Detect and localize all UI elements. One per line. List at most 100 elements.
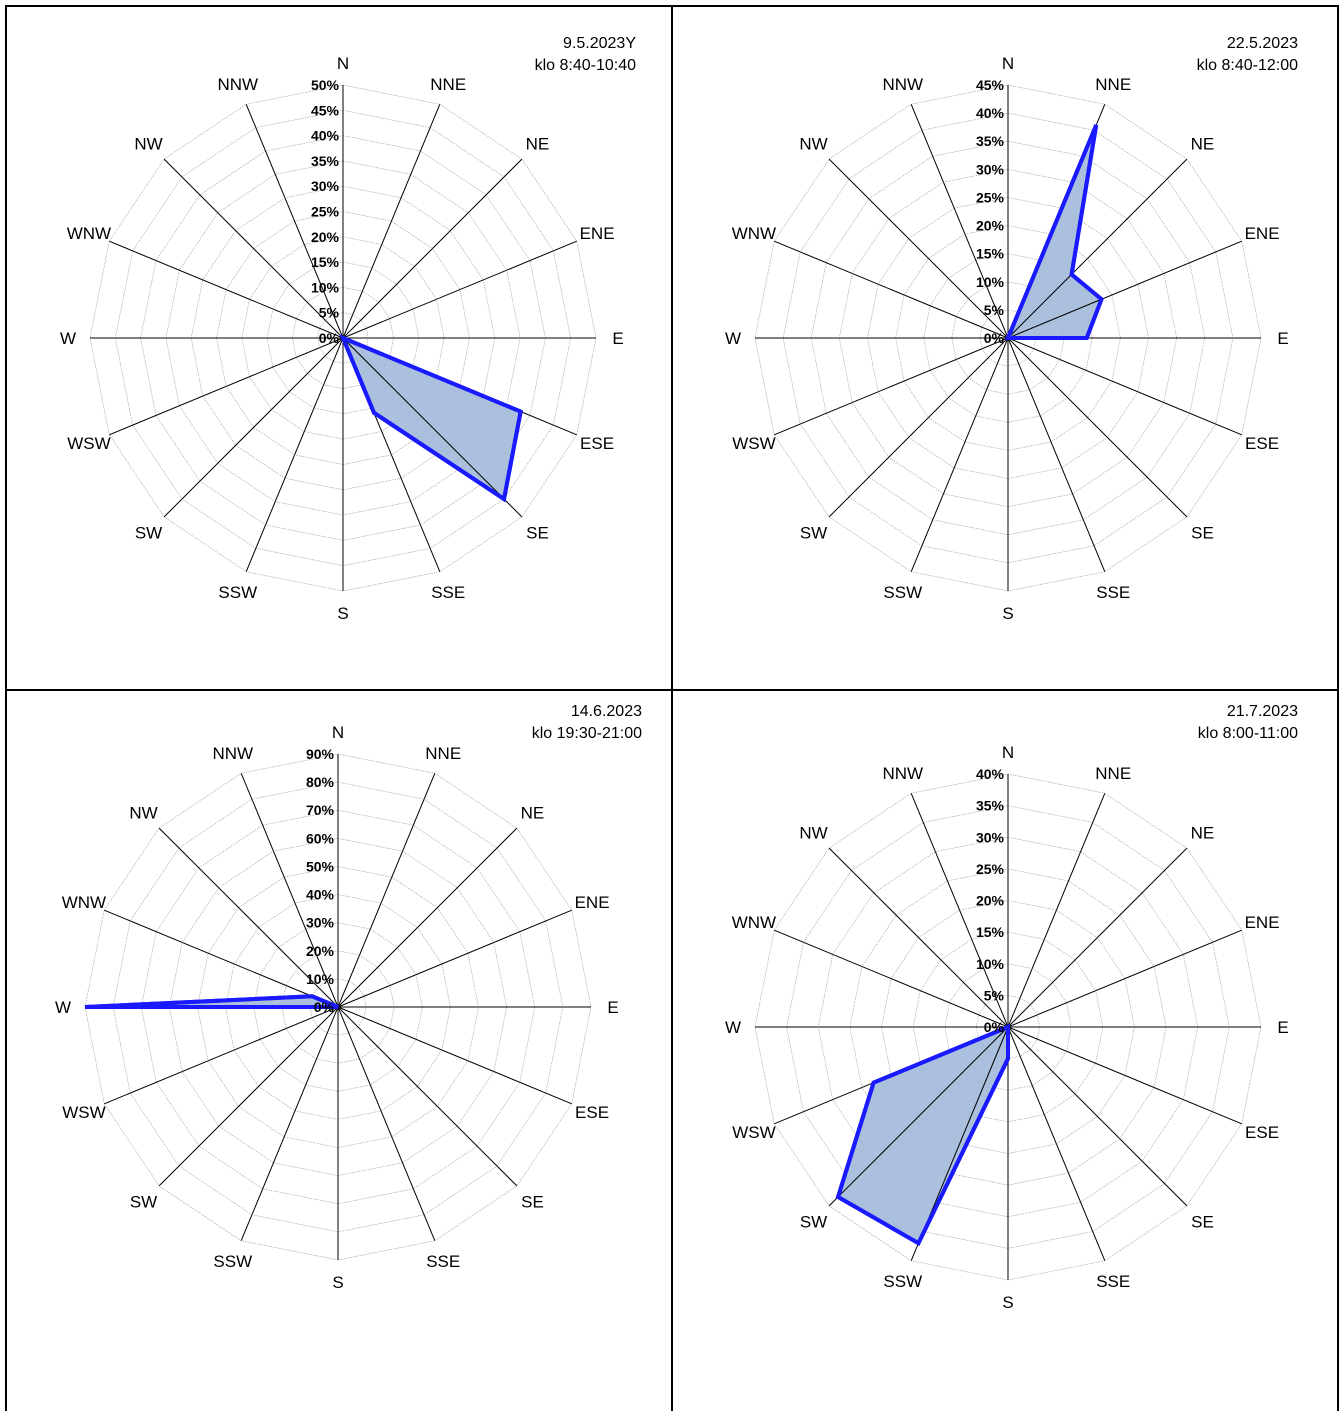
- direction-label-ne: NE: [521, 804, 545, 823]
- spoke-sw: [163, 337, 344, 518]
- direction-label-se: SE: [1191, 523, 1214, 542]
- direction-label-wsw: WSW: [732, 434, 775, 453]
- data-outline: [1005, 124, 1104, 340]
- spoke-wnw: [774, 240, 1009, 339]
- spoke-nnw: [240, 773, 339, 1008]
- direction-label-s: S: [1002, 604, 1013, 623]
- spoke-nnw: [910, 104, 1009, 339]
- direction-label-w: W: [725, 329, 741, 348]
- data-outline: [84, 994, 339, 1009]
- direction-label-w: W: [60, 329, 76, 348]
- direction-label-sw: SW: [130, 1192, 157, 1211]
- spoke-overlay: [1007, 274, 1072, 339]
- direction-label-w: W: [55, 998, 71, 1017]
- grid-ring-overlay: [141, 810, 535, 1204]
- spoke-sse: [1007, 337, 1106, 572]
- tick-label: 45%: [311, 102, 340, 118]
- tick-label: 30%: [976, 161, 1005, 177]
- direction-label-nne: NNE: [1095, 75, 1131, 94]
- spoke-nw: [158, 827, 339, 1008]
- tick-label: 5%: [984, 302, 1005, 318]
- tick-label: 10%: [306, 971, 335, 987]
- grid-ring-overlay: [266, 261, 420, 415]
- tick-label: 10%: [311, 279, 340, 295]
- direction-label-nw: NW: [129, 804, 157, 823]
- direction-label-sse: SSE: [426, 1252, 460, 1271]
- direction-label-nw: NW: [134, 135, 162, 154]
- tick-label: 60%: [306, 830, 335, 846]
- direction-label-ne: NE: [1191, 824, 1215, 843]
- spoke-nw: [163, 158, 344, 339]
- spoke-ese: [1007, 337, 1242, 436]
- chart-title-date: 22.5.2023: [1227, 35, 1298, 52]
- direction-label-wnw: WNW: [67, 224, 111, 243]
- direction-label-sse: SSE: [1096, 583, 1130, 602]
- grid-ring-overlay: [309, 978, 367, 1036]
- grid-ring-overlay: [754, 773, 1262, 1281]
- grid-ring-overlay: [190, 185, 496, 491]
- tick-label: 90%: [306, 746, 335, 762]
- tick-label: 30%: [976, 829, 1005, 845]
- direction-label-ese: ESE: [580, 434, 614, 453]
- direction-label-se: SE: [1191, 1212, 1214, 1231]
- tick-label: 50%: [311, 77, 340, 93]
- direction-label-ssw: SSW: [213, 1252, 252, 1271]
- border-middle-horizontal: [5, 689, 1339, 691]
- grid-ring-overlay: [165, 160, 521, 516]
- wind-rose-panel-1: 0% 5% 10% 15% 20% 25% 30% 35% 40% 45% 50% N NNE NE ENE…: [6, 6, 672, 690]
- spoke-sw: [158, 1006, 339, 1187]
- chart-title-date: 9.5.2023Y: [563, 35, 636, 52]
- chart-title-time: klo 8:40-10:40: [535, 57, 637, 74]
- border-middle-vertical: [671, 5, 673, 1411]
- direction-label-ene: ENE: [575, 893, 610, 912]
- direction-label-wsw: WSW: [62, 1103, 105, 1122]
- spoke-nne: [337, 773, 436, 1008]
- tick-label: 20%: [976, 893, 1005, 909]
- spoke-ssw: [910, 337, 1009, 572]
- direction-label-e: E: [1277, 1018, 1288, 1037]
- direction-label-n: N: [1002, 743, 1014, 762]
- spoke-ne: [342, 158, 523, 339]
- grid-ring: [309, 978, 367, 1036]
- grid-ring-overlay: [317, 312, 369, 364]
- spoke-wnw: [774, 929, 1009, 1028]
- spoke-sse: [337, 1006, 436, 1241]
- direction-label-ssw: SSW: [883, 1272, 922, 1291]
- direction-label-w: W: [725, 1018, 741, 1037]
- tick-label: 15%: [976, 924, 1005, 940]
- wind-rose-svg: 0% 5% 10% 15% 20% 25% 30% 35% 40% N NNE NE ENE E ESE SE…: [725, 703, 1298, 1312]
- chart-title-time: klo 8:40-12:00: [1197, 57, 1299, 74]
- wind-rose-svg: 0% 5% 10% 15% 20% 25% 30% 35% 40% 45% 50% N NNE NE ENE…: [60, 35, 637, 623]
- direction-label-sse: SSE: [431, 583, 465, 602]
- spoke-overlay: [1007, 298, 1102, 339]
- grid-ring-overlay: [849, 868, 1167, 1186]
- grid-ring-overlay: [241, 236, 445, 440]
- direction-label-sse: SSE: [1096, 1272, 1130, 1291]
- tick-label: 30%: [306, 915, 335, 931]
- wind-rose-panel-2: 0% 5% 10% 15% 20% 25% 30% 35% 40% 45% N NNE NE ENE E ES…: [672, 6, 1338, 690]
- grid-ring-overlay: [818, 837, 1198, 1217]
- border-right: [1337, 5, 1339, 1411]
- chart-title-time: klo 19:30-21:00: [532, 725, 642, 742]
- direction-label-wnw: WNW: [732, 224, 776, 243]
- direction-label-wsw: WSW: [732, 1123, 775, 1142]
- grid-ring: [241, 236, 445, 440]
- chart-title-date: 21.7.2023: [1227, 703, 1298, 720]
- wind-rose-svg: 0% 5% 10% 15% 20% 25% 30% 35% 40% 45% N NNE NE ENE E ES…: [725, 35, 1299, 623]
- spoke-wnw: [109, 240, 344, 339]
- direction-label-ese: ESE: [1245, 1123, 1279, 1142]
- grid-ring: [881, 900, 1135, 1154]
- grid-ring-overlay: [89, 84, 597, 592]
- spoke-nne: [1007, 793, 1106, 1028]
- tick-label: 0%: [984, 330, 1005, 346]
- direction-label-ene: ENE: [1245, 224, 1280, 243]
- direction-label-nw: NW: [799, 135, 827, 154]
- direction-label-ese: ESE: [575, 1103, 609, 1122]
- tick-label: 35%: [976, 133, 1005, 149]
- direction-label-nne: NNE: [430, 75, 466, 94]
- spoke-se: [337, 1006, 518, 1187]
- tick-label: 15%: [976, 246, 1005, 262]
- spoke-wsw: [109, 337, 344, 436]
- direction-label-n: N: [1002, 54, 1014, 73]
